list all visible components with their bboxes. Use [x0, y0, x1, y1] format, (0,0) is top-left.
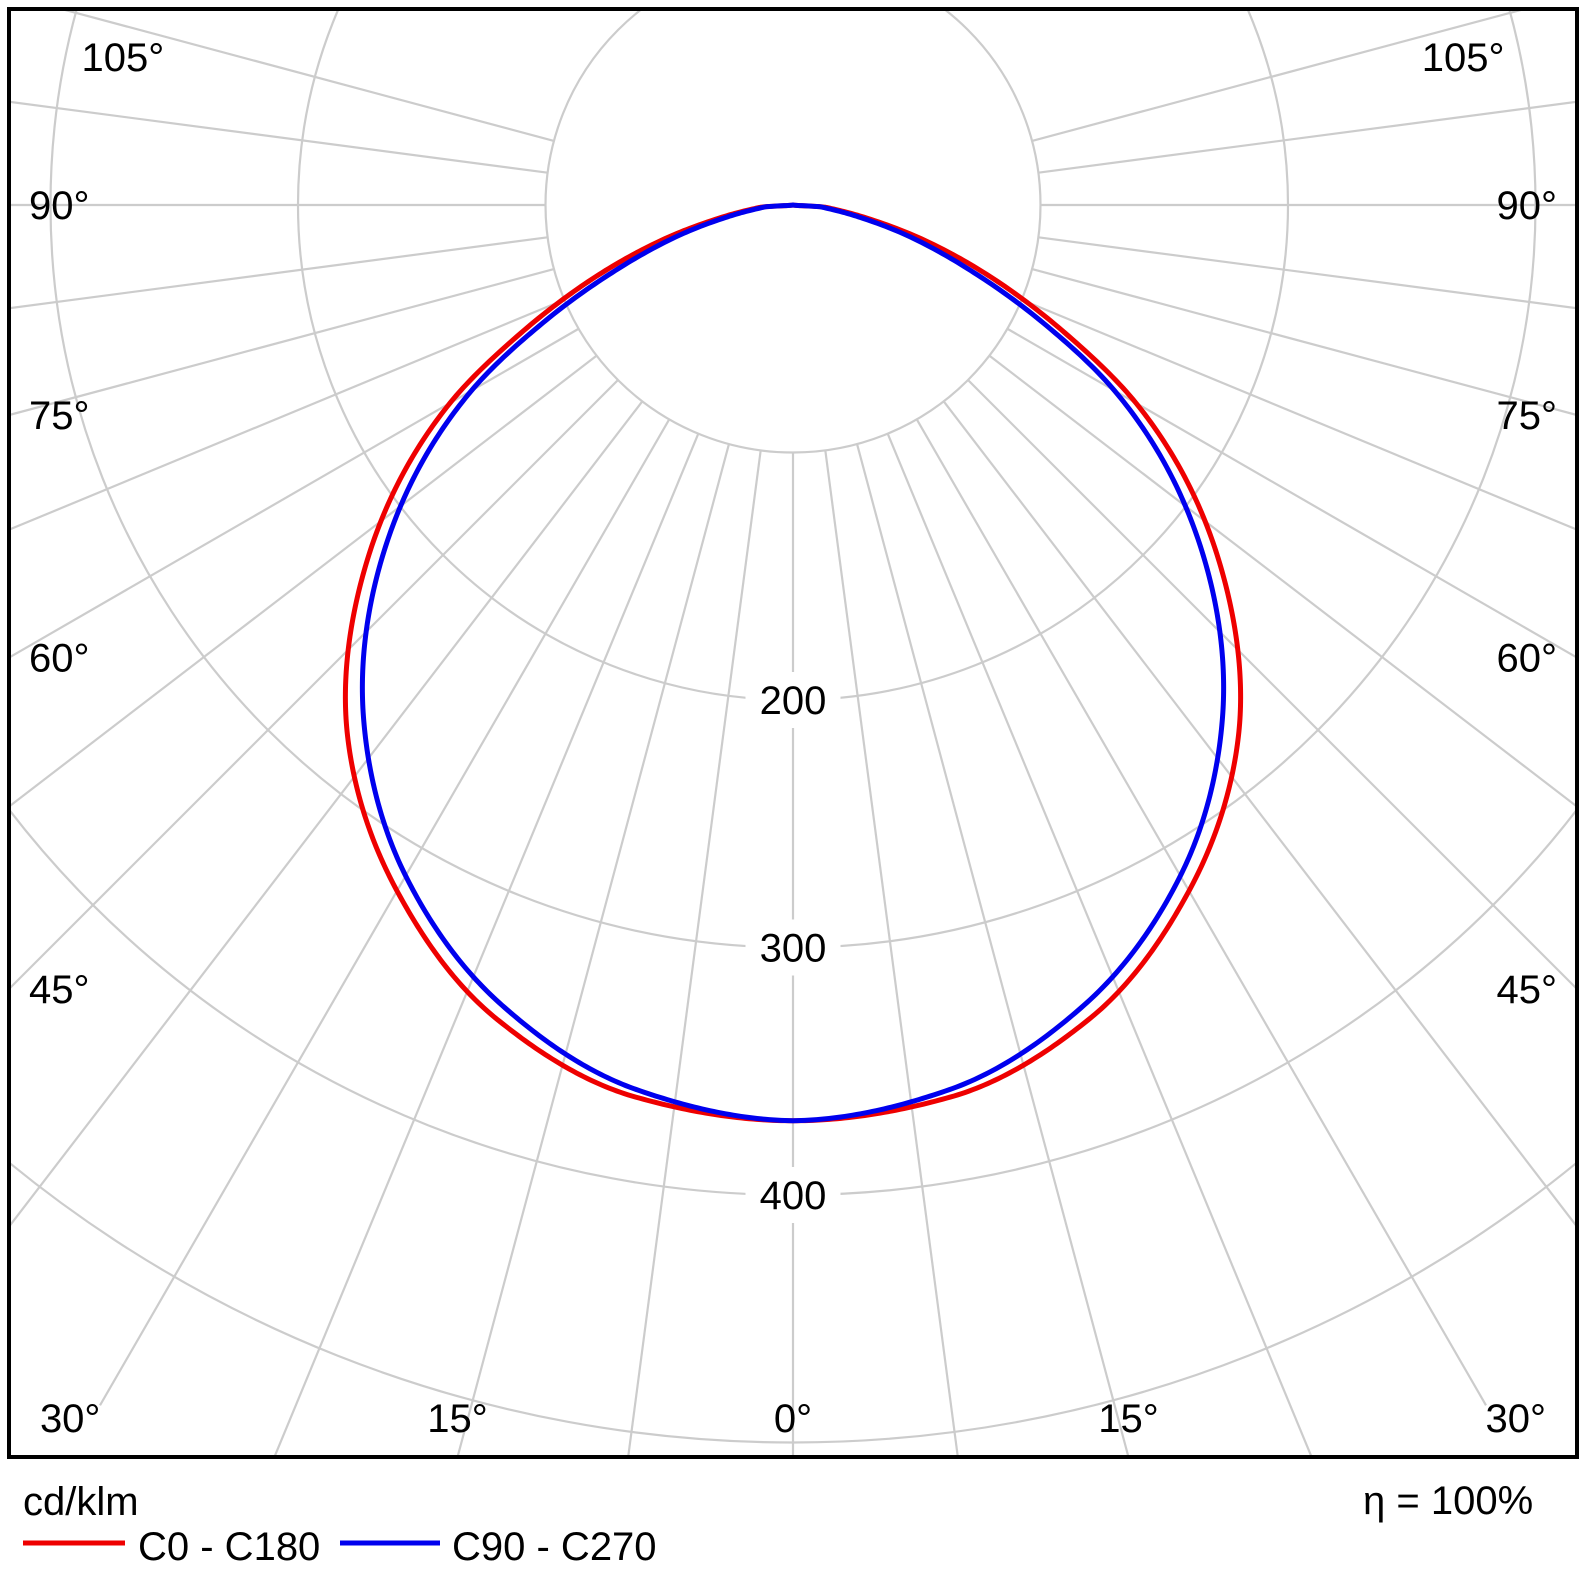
svg-text:0°: 0° [774, 1397, 812, 1441]
svg-text:90°: 90° [1497, 184, 1558, 228]
svg-text:400: 400 [760, 1174, 827, 1218]
svg-text:300: 300 [760, 927, 827, 971]
svg-text:75°: 75° [1497, 394, 1558, 438]
svg-text:C90 - C270: C90 - C270 [452, 1525, 657, 1569]
svg-text:15°: 15° [427, 1397, 488, 1441]
svg-text:90°: 90° [29, 184, 90, 228]
svg-text:200: 200 [760, 679, 827, 723]
svg-text:C0 - C180: C0 - C180 [138, 1525, 320, 1569]
svg-text:75°: 75° [29, 394, 90, 438]
svg-text:15°: 15° [1098, 1397, 1159, 1441]
svg-text:45°: 45° [29, 968, 90, 1012]
svg-text:45°: 45° [1497, 968, 1558, 1012]
svg-text:60°: 60° [29, 637, 90, 681]
svg-text:30°: 30° [1486, 1397, 1547, 1441]
svg-text:105°: 105° [1422, 36, 1505, 80]
svg-text:105°: 105° [82, 36, 165, 80]
svg-text:η = 100%: η = 100% [1363, 1479, 1533, 1523]
svg-text:30°: 30° [40, 1397, 101, 1441]
svg-text:60°: 60° [1497, 637, 1558, 681]
svg-text:cd/klm: cd/klm [23, 1480, 139, 1524]
